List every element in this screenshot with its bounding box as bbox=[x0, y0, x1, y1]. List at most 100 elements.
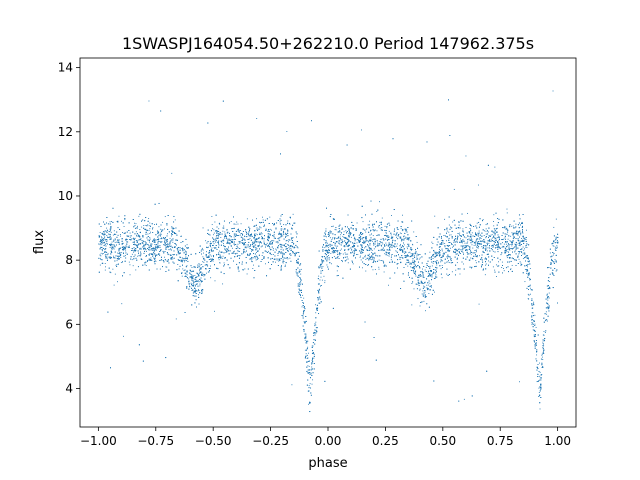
data-point bbox=[292, 213, 294, 215]
data-point bbox=[102, 231, 104, 232]
data-point bbox=[391, 243, 393, 245]
data-point bbox=[555, 246, 556, 248]
data-point bbox=[473, 244, 475, 246]
data-point bbox=[199, 269, 201, 270]
data-point bbox=[343, 231, 345, 233]
data-point bbox=[456, 262, 458, 264]
data-point bbox=[428, 293, 430, 294]
data-point bbox=[546, 293, 548, 295]
data-point bbox=[255, 233, 257, 235]
data-point bbox=[505, 249, 507, 251]
data-point bbox=[291, 384, 293, 386]
data-point bbox=[413, 231, 415, 233]
data-point bbox=[372, 239, 374, 240]
data-point bbox=[133, 242, 135, 243]
data-point bbox=[256, 234, 258, 236]
data-point bbox=[131, 253, 133, 255]
data-point bbox=[402, 249, 404, 251]
data-point bbox=[173, 254, 175, 256]
data-point bbox=[365, 238, 367, 240]
data-point bbox=[453, 242, 455, 244]
data-point bbox=[272, 249, 274, 251]
data-point bbox=[417, 283, 419, 285]
data-point bbox=[424, 291, 426, 293]
data-point bbox=[462, 228, 464, 230]
data-point bbox=[517, 251, 519, 253]
data-point bbox=[205, 240, 207, 242]
data-point bbox=[518, 258, 520, 260]
data-point bbox=[465, 155, 467, 157]
data-point bbox=[477, 247, 479, 249]
data-point bbox=[505, 228, 507, 230]
data-point bbox=[99, 257, 101, 259]
data-point bbox=[408, 252, 410, 254]
data-point bbox=[422, 273, 424, 275]
data-point bbox=[419, 257, 421, 259]
data-point bbox=[254, 233, 256, 235]
data-point bbox=[409, 237, 411, 239]
data-point bbox=[334, 247, 336, 249]
data-point bbox=[103, 242, 105, 244]
data-point bbox=[399, 249, 401, 251]
data-point bbox=[319, 302, 321, 304]
data-point bbox=[118, 257, 119, 259]
data-point bbox=[390, 245, 391, 247]
data-point bbox=[249, 237, 251, 239]
data-point bbox=[303, 321, 305, 323]
data-point bbox=[117, 281, 118, 283]
data-point bbox=[199, 272, 201, 274]
data-point bbox=[516, 231, 518, 233]
data-point bbox=[318, 283, 320, 285]
data-point bbox=[207, 247, 208, 249]
data-point bbox=[114, 273, 116, 275]
data-point bbox=[148, 248, 149, 250]
data-point bbox=[505, 228, 507, 230]
data-point bbox=[159, 260, 161, 262]
data-point bbox=[340, 252, 342, 254]
data-point bbox=[383, 271, 385, 273]
data-point bbox=[342, 235, 344, 237]
data-point bbox=[483, 240, 485, 242]
data-point bbox=[259, 243, 260, 245]
data-point bbox=[524, 253, 526, 255]
data-point bbox=[191, 278, 193, 280]
data-point bbox=[316, 327, 318, 329]
data-point bbox=[411, 304, 413, 306]
data-point bbox=[217, 240, 219, 242]
data-point bbox=[303, 331, 305, 333]
data-point bbox=[379, 227, 381, 229]
data-point bbox=[544, 319, 546, 321]
data-point bbox=[330, 244, 332, 246]
data-point bbox=[128, 245, 130, 247]
data-point bbox=[506, 212, 508, 214]
data-point bbox=[555, 236, 557, 238]
data-point bbox=[253, 264, 254, 266]
data-point bbox=[223, 225, 225, 227]
data-point bbox=[260, 222, 262, 224]
data-point bbox=[480, 241, 482, 243]
data-point bbox=[429, 251, 431, 253]
data-point bbox=[162, 221, 164, 223]
data-point bbox=[191, 279, 193, 281]
data-point bbox=[327, 258, 329, 260]
data-point bbox=[129, 274, 131, 276]
data-point bbox=[514, 251, 516, 253]
data-point bbox=[289, 248, 291, 250]
data-point bbox=[457, 236, 459, 238]
data-point bbox=[328, 255, 329, 256]
data-point bbox=[178, 252, 180, 254]
data-point bbox=[423, 283, 425, 284]
data-point bbox=[302, 302, 304, 303]
data-point bbox=[555, 218, 557, 220]
data-point bbox=[184, 258, 186, 260]
data-point bbox=[524, 248, 525, 250]
data-point bbox=[100, 259, 102, 261]
data-point bbox=[485, 263, 487, 265]
data-point bbox=[239, 242, 241, 244]
data-point bbox=[383, 260, 384, 262]
data-point bbox=[529, 268, 531, 269]
data-point bbox=[425, 310, 426, 312]
data-point bbox=[159, 268, 161, 270]
data-point bbox=[552, 261, 554, 263]
data-point bbox=[526, 243, 527, 245]
